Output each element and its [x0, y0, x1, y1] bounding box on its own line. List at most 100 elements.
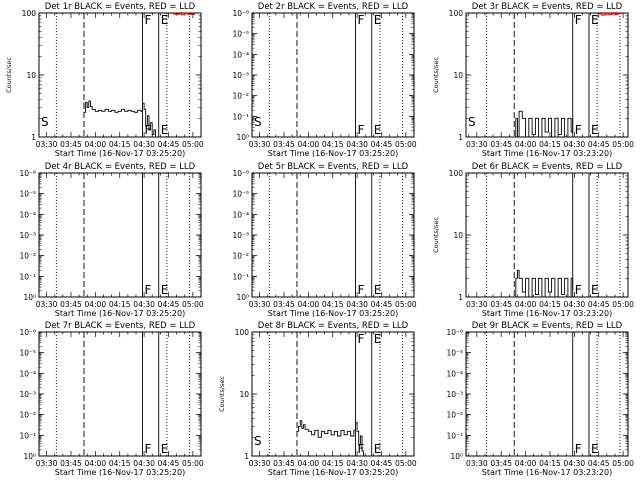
- x-axis-label: Start Time (16-Nov-17 03:25:20): [55, 309, 185, 318]
- x-tick-label: 04:45: [588, 140, 610, 149]
- y-tick-label: 100: [449, 9, 464, 18]
- x-tick-label: 04:00: [515, 140, 537, 149]
- time-marker-label: F: [357, 123, 364, 137]
- y-tick-label: 10⁻⁵: [446, 349, 463, 358]
- x-tick-label: 03:45: [273, 300, 295, 309]
- y-tick-label: 1: [244, 452, 249, 461]
- y-tick-label: 10⁻⁴: [446, 369, 463, 378]
- x-tick-label: 03:30: [36, 459, 58, 468]
- y-tick-label: 10⁻³: [232, 231, 249, 240]
- x-tick-label: 03:45: [60, 140, 82, 149]
- y-tick-label: 10⁻²: [19, 411, 36, 420]
- y-tick-label: 10⁰: [23, 452, 36, 461]
- y-tick-label: 1: [458, 293, 463, 302]
- time-marker-label: F: [575, 123, 582, 137]
- x-axis-label: Start Time (16-Nov-17 03:25:20): [268, 309, 398, 318]
- lld-series-line: [598, 12, 623, 16]
- y-tick-label: 10⁰: [236, 133, 249, 142]
- y-tick-label: 10⁻⁴: [19, 369, 36, 378]
- x-tick-label: 03:45: [490, 459, 512, 468]
- y-tick-label: 10⁰: [236, 293, 249, 302]
- x-tick-label: 03:30: [249, 459, 271, 468]
- x-tick-label: 04:30: [133, 140, 155, 149]
- y-tick-label: 10⁻²: [446, 411, 463, 420]
- x-tick-label: 04:45: [158, 300, 180, 309]
- events-series-line: [84, 100, 158, 138]
- x-tick-label: 04:15: [539, 459, 561, 468]
- x-tick-label: 04:45: [588, 459, 610, 468]
- y-tick-label: 10⁻⁶: [232, 9, 249, 18]
- y-tick-label: 1: [31, 133, 36, 142]
- y-tick-label: 10⁻³: [232, 71, 249, 80]
- x-tick-label: 04:30: [564, 300, 586, 309]
- panel-title: Det 7r BLACK = Events, RED = LLD: [45, 321, 196, 331]
- panel-title: Det 5r BLACK = Events, RED = LLD: [258, 162, 409, 172]
- x-tick-label: 03:30: [249, 300, 271, 309]
- x-tick-label: 04:30: [346, 300, 368, 309]
- y-tick-label: 100: [235, 328, 250, 337]
- y-axis-label: Counts/sec: [5, 57, 13, 93]
- y-tick-label: 10⁻⁶: [232, 169, 249, 178]
- x-tick-label: 03:45: [490, 140, 512, 149]
- y-tick-label: 10⁻¹: [232, 272, 249, 281]
- time-marker-label: E: [374, 442, 382, 456]
- x-tick-label: 04:00: [85, 140, 107, 149]
- y-tick-label: 10⁰: [23, 293, 36, 302]
- y-tick-label: 10⁻⁵: [232, 30, 249, 39]
- x-tick-label: 05:00: [612, 300, 634, 309]
- x-tick-label: 04:15: [322, 300, 344, 309]
- x-tick-label: 04:45: [158, 140, 180, 149]
- y-tick-label: 10⁻⁴: [232, 50, 249, 59]
- x-tick-label: 03:30: [249, 140, 271, 149]
- x-tick-label: 04:30: [346, 140, 368, 149]
- x-tick-label: 03:45: [490, 300, 512, 309]
- detector-panel: Det 5r BLACK = Events, RED = LLD 10⁰ 10⁻¹ 1…: [232, 162, 416, 318]
- panel-title: Det 4r BLACK = Events, RED = LLD: [45, 162, 196, 172]
- x-tick-label: 04:00: [85, 300, 107, 309]
- y-tick-label: 10: [239, 390, 249, 399]
- panel-title: Det 9r BLACK = Events, RED = LLD: [472, 321, 623, 331]
- y-tick-label: 10⁻⁴: [232, 210, 249, 219]
- time-marker-label: F: [144, 13, 151, 27]
- y-axis-label: Counts/sec: [432, 57, 440, 93]
- x-tick-label: 05:00: [182, 140, 204, 149]
- x-tick-label: 03:45: [273, 140, 295, 149]
- y-tick-label: 100: [449, 169, 464, 178]
- y-axis-label: Counts/sec: [218, 376, 226, 412]
- panel-title: Det 8r BLACK = Events, RED = LLD: [258, 321, 409, 331]
- x-tick-label: 04:15: [322, 459, 344, 468]
- corner-label: S: [254, 434, 262, 448]
- y-tick-label: 10⁻¹: [19, 272, 36, 281]
- x-tick-label: 04:00: [298, 300, 320, 309]
- y-tick-label: 10⁻⁶: [19, 169, 36, 178]
- x-tick-label: 04:00: [298, 140, 320, 149]
- time-marker-label: F: [575, 283, 582, 297]
- detector-panel: Det 4r BLACK = Events, RED = LLD 10⁰ 10⁻¹ 1…: [19, 162, 203, 318]
- x-tick-label: 03:30: [466, 459, 488, 468]
- time-marker-label: F: [357, 283, 364, 297]
- detector-panel: Det 9r BLACK = Events, RED = LLD 10⁰ 10⁻¹ 1…: [446, 321, 634, 477]
- x-tick-label: 04:15: [322, 140, 344, 149]
- events-series-line: [297, 420, 365, 456]
- x-tick-label: 03:45: [60, 300, 82, 309]
- y-tick-label: 10⁻⁴: [19, 210, 36, 219]
- x-tick-label: 03:45: [60, 459, 82, 468]
- time-marker-label: F: [357, 442, 364, 456]
- time-marker-label: F: [144, 283, 151, 297]
- x-tick-label: 03:30: [36, 300, 58, 309]
- time-marker-label: E: [161, 283, 169, 297]
- time-marker-label: F: [357, 332, 364, 346]
- x-axis-label: Start Time (16-Nov-17 03:25:20): [268, 149, 398, 158]
- detector-panel: Det 8r BLACK = Events, RED = LLD Counts/s…: [218, 321, 417, 477]
- x-tick-label: 04:00: [298, 459, 320, 468]
- corner-label: S: [254, 115, 262, 129]
- x-tick-label: 04:00: [515, 459, 537, 468]
- x-tick-label: 04:15: [109, 300, 131, 309]
- time-marker-label: F: [144, 442, 151, 456]
- x-tick-label: 04:00: [85, 459, 107, 468]
- corner-label: S: [468, 115, 476, 129]
- x-tick-label: 04:45: [371, 459, 393, 468]
- panel-title: Det 2r BLACK = Events, RED = LLD: [258, 2, 409, 12]
- x-tick-label: 04:30: [133, 300, 155, 309]
